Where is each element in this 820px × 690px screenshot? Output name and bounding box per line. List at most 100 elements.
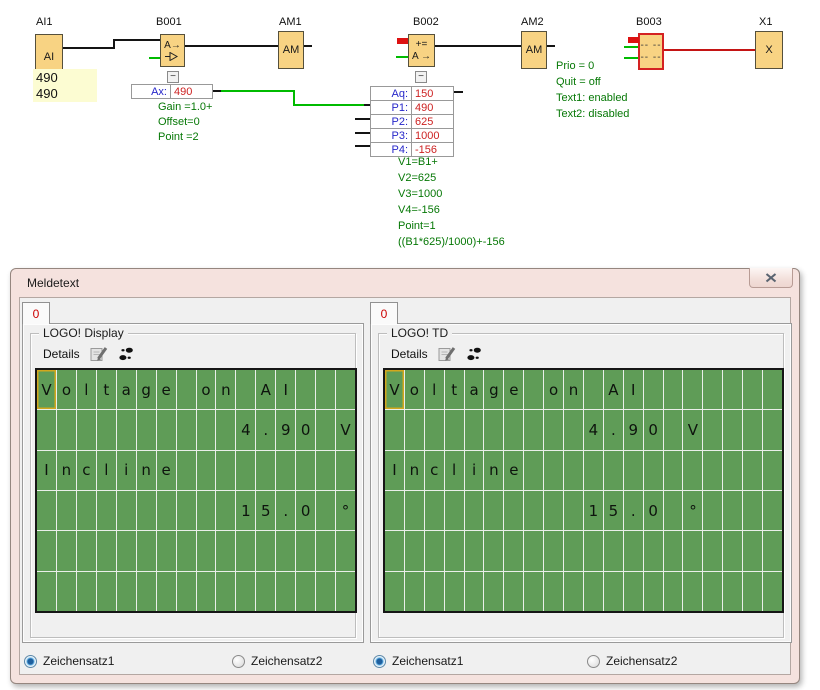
radio-zeichensatz2[interactable]: Zeichensatz2 — [587, 654, 801, 668]
lcd-cell[interactable] — [177, 451, 196, 490]
lcd-cell[interactable] — [723, 531, 742, 570]
close-button[interactable] — [749, 268, 793, 288]
lcd-cell[interactable] — [524, 410, 543, 449]
lcd-cell[interactable] — [117, 491, 136, 530]
lcd-cell[interactable] — [57, 572, 76, 611]
lcd-cell[interactable]: l — [77, 370, 96, 409]
param-row[interactable]: P3:1000 — [371, 128, 453, 142]
lcd-cell[interactable]: 9 — [624, 410, 643, 449]
lcd-cell[interactable] — [723, 572, 742, 611]
lcd-cell[interactable] — [504, 572, 523, 611]
lcd-cell[interactable] — [157, 410, 176, 449]
lcd-cell[interactable]: V — [385, 370, 404, 409]
tab-message-0-left[interactable]: 0 — [22, 302, 50, 324]
lcd-cell[interactable] — [425, 572, 444, 611]
param-row[interactable]: Aq:150 — [371, 87, 453, 100]
radio-zeichensatz1[interactable]: Zeichensatz1 — [24, 654, 232, 668]
lcd-cell[interactable] — [256, 451, 275, 490]
lcd-cell[interactable] — [405, 491, 424, 530]
lcd-cell[interactable] — [763, 491, 782, 530]
lcd-cell[interactable] — [236, 572, 255, 611]
lcd-cell[interactable] — [544, 410, 563, 449]
lcd-cell[interactable] — [336, 572, 355, 611]
lcd-cell[interactable] — [236, 531, 255, 570]
lcd-cell[interactable]: . — [276, 491, 295, 530]
lcd-cell[interactable] — [763, 410, 782, 449]
lcd-cell[interactable]: e — [504, 451, 523, 490]
lcd-cell[interactable] — [644, 451, 663, 490]
lcd-cell[interactable]: t — [97, 370, 116, 409]
lcd-cell[interactable] — [336, 370, 355, 409]
param-value[interactable]: 150 — [412, 87, 453, 100]
lcd-cell[interactable] — [197, 572, 216, 611]
lcd-cell[interactable]: n — [564, 370, 583, 409]
lcd-cell[interactable]: n — [137, 451, 156, 490]
lcd-cell[interactable] — [743, 531, 762, 570]
lcd-cell[interactable] — [177, 410, 196, 449]
edit-note-icon[interactable] — [437, 346, 457, 362]
radio-button-icon[interactable] — [587, 655, 600, 668]
lcd-cell[interactable] — [385, 491, 404, 530]
lcd-cell[interactable] — [316, 451, 335, 490]
lcd-cell[interactable] — [723, 410, 742, 449]
lcd-cell[interactable] — [157, 531, 176, 570]
lcd-cell[interactable] — [445, 491, 464, 530]
lcd-cell[interactable] — [336, 451, 355, 490]
lcd-cell[interactable] — [683, 451, 702, 490]
lcd-cell[interactable] — [544, 531, 563, 570]
lcd-cell[interactable]: I — [385, 451, 404, 490]
lcd-cell[interactable] — [703, 491, 722, 530]
lcd-cell[interactable] — [405, 410, 424, 449]
lcd-cell[interactable] — [57, 410, 76, 449]
lcd-cell[interactable] — [743, 491, 762, 530]
lcd-cell[interactable]: a — [117, 370, 136, 409]
lcd-cell[interactable] — [484, 491, 503, 530]
lcd-cell[interactable] — [664, 491, 683, 530]
lcd-cell[interactable] — [385, 410, 404, 449]
lcd-cell[interactable] — [524, 491, 543, 530]
lcd-cell[interactable]: . — [256, 410, 275, 449]
lcd-cell[interactable] — [197, 491, 216, 530]
lcd-cell[interactable]: 0 — [644, 410, 663, 449]
lcd-cell[interactable] — [37, 572, 56, 611]
lcd-cell[interactable] — [117, 410, 136, 449]
lcd-cell[interactable]: g — [137, 370, 156, 409]
block-am2[interactable]: AM — [521, 31, 547, 69]
lcd-cell[interactable] — [137, 491, 156, 530]
lcd-cell[interactable] — [37, 531, 56, 570]
lcd-cell[interactable] — [703, 451, 722, 490]
lcd-cell[interactable] — [296, 572, 315, 611]
lcd-cell[interactable] — [336, 531, 355, 570]
lcd-cell[interactable] — [743, 410, 762, 449]
lcd-cell[interactable] — [316, 531, 335, 570]
lcd-cell[interactable] — [743, 451, 762, 490]
lcd-cell[interactable] — [77, 531, 96, 570]
lcd-cell[interactable] — [385, 531, 404, 570]
lcd-cell[interactable]: n — [405, 451, 424, 490]
lcd-cell[interactable] — [216, 572, 235, 611]
lcd-cell[interactable] — [177, 370, 196, 409]
lcd-cell[interactable]: . — [604, 410, 623, 449]
lcd-cell[interactable] — [137, 531, 156, 570]
lcd-cell[interactable]: a — [465, 370, 484, 409]
lcd-cell[interactable] — [296, 451, 315, 490]
lcd-cell[interactable]: l — [445, 451, 464, 490]
lcd-cell[interactable]: o — [544, 370, 563, 409]
lcd-cell[interactable] — [664, 410, 683, 449]
radio-button-icon[interactable] — [232, 655, 245, 668]
lcd-cell[interactable] — [77, 410, 96, 449]
lcd-cell[interactable] — [763, 451, 782, 490]
lcd-cell[interactable]: 5 — [256, 491, 275, 530]
lcd-cell[interactable]: n — [484, 451, 503, 490]
lcd-cell[interactable] — [524, 451, 543, 490]
block-b001[interactable]: A→ — [160, 34, 185, 67]
lcd-cell[interactable]: o — [57, 370, 76, 409]
lcd-cell[interactable]: o — [405, 370, 424, 409]
lcd-cell[interactable]: g — [484, 370, 503, 409]
lcd-cell[interactable] — [316, 491, 335, 530]
lcd-cell[interactable]: 1 — [236, 491, 255, 530]
lcd-cell[interactable] — [644, 370, 663, 409]
lcd-cell[interactable] — [316, 410, 335, 449]
lcd-cell[interactable] — [405, 531, 424, 570]
lcd-cell[interactable] — [624, 531, 643, 570]
